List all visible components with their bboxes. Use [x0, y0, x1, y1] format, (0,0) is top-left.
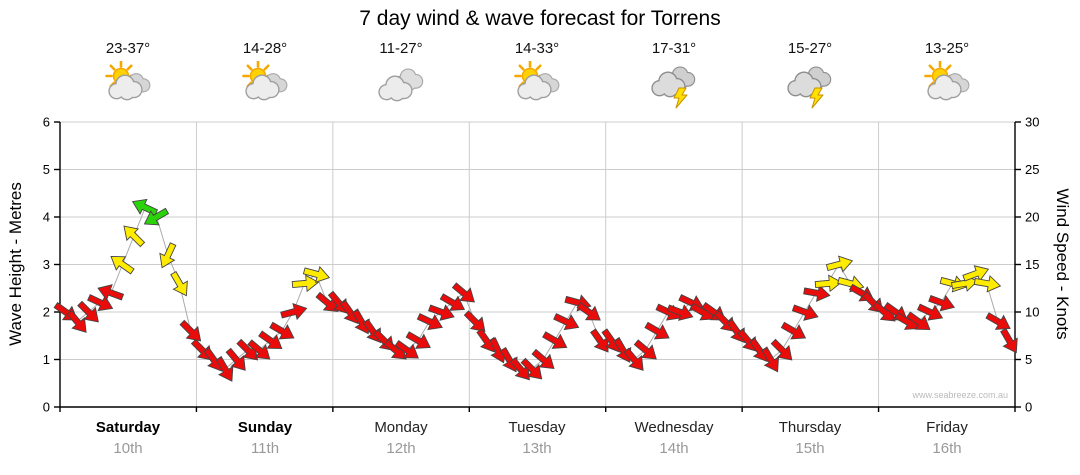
svg-text:25: 25 [1025, 162, 1039, 177]
day-header: 23-37° [60, 40, 196, 111]
svg-text:6: 6 [43, 115, 50, 130]
day-date: 13th [522, 440, 552, 457]
day-date: 14th [659, 440, 689, 457]
day-date: 12th [386, 440, 416, 457]
day-header: 13-25° [879, 40, 1015, 111]
day-header: 11-27° [333, 40, 469, 111]
day-temp: 13-25° [924, 40, 970, 57]
day-header: 17-31° [606, 40, 742, 111]
day-date: 16th [932, 440, 962, 457]
day-label: Thursday 15th [742, 419, 878, 457]
svg-text:4: 4 [43, 210, 50, 225]
storm-icon [782, 61, 838, 111]
day-label: Sunday 11th [197, 419, 333, 457]
svg-text:0: 0 [43, 400, 50, 415]
day-label: Saturday 10th [60, 419, 196, 457]
left-axis-label: Wave Height - Metres [6, 182, 25, 346]
svg-text:20: 20 [1025, 210, 1039, 225]
day-name: Monday [374, 419, 428, 436]
day-label: Wednesday 14th [606, 419, 742, 457]
cloud-icon [373, 61, 429, 111]
day-name: Tuesday [508, 419, 566, 436]
svg-text:3: 3 [43, 257, 50, 272]
svg-text:5: 5 [43, 162, 50, 177]
day-temp: 23-37° [105, 40, 151, 57]
day-name: Friday [926, 419, 968, 436]
svg-text:5: 5 [1025, 352, 1032, 367]
day-name: Sunday [237, 419, 293, 436]
day-name: Wednesday [634, 419, 714, 436]
day-date: 11th [250, 440, 280, 457]
day-temp: 17-31° [651, 40, 697, 57]
sun-cloud-icon [100, 60, 156, 111]
svg-text:1: 1 [43, 352, 50, 367]
svg-text:0: 0 [1025, 400, 1032, 415]
day-temp: 14-33° [514, 40, 560, 57]
day-temp: 15-27° [787, 40, 833, 57]
page-title: 7 day wind & wave forecast for Torrens [359, 7, 721, 30]
day-name: Thursday [778, 419, 842, 436]
day-date: 10th [113, 440, 143, 457]
day-temp: 14-28° [242, 40, 288, 57]
day-label: Tuesday 13th [469, 419, 605, 457]
day-temp: 11-27° [379, 40, 423, 57]
day-header: 14-33° [469, 40, 605, 111]
sun-cloud-icon [919, 60, 975, 111]
svg-text:10: 10 [1025, 305, 1039, 320]
day-label: Monday 12th [333, 419, 469, 457]
svg-text:2: 2 [43, 305, 50, 320]
watermark: www.seabreeze.com.au [912, 390, 1008, 400]
sun-cloud-icon [237, 60, 293, 111]
day-header: 15-27° [742, 40, 878, 111]
svg-text:30: 30 [1025, 115, 1039, 130]
day-date: 15th [795, 440, 825, 457]
right-axis-label: Wind Speed - Knots [1053, 188, 1072, 340]
sun-cloud-icon [509, 60, 565, 111]
day-header: 14-28° [197, 40, 333, 111]
svg-text:15: 15 [1025, 257, 1039, 272]
storm-icon [646, 61, 702, 111]
day-name: Saturday [95, 419, 161, 436]
day-label: Friday 16th [879, 419, 1015, 457]
